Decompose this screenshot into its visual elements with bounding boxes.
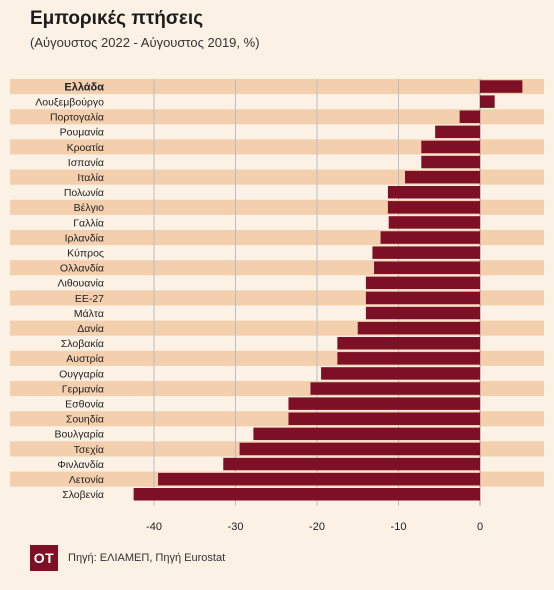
chart-title: Εμπορικές πτήσεις [30, 8, 204, 29]
bar [288, 397, 480, 410]
category-label: Ρουμανία [60, 127, 104, 139]
bar [421, 140, 480, 154]
x-tick-label: -40 [146, 521, 162, 533]
category-label: Λιθουανία [58, 278, 105, 290]
category-label: Αυστρία [66, 353, 104, 365]
bar [365, 276, 480, 290]
bar [480, 80, 523, 93]
bar [388, 216, 480, 229]
category-label: Πορτογαλία [50, 112, 104, 124]
bar [374, 261, 480, 274]
category-label: Εσθονία [65, 398, 104, 410]
row-band [10, 139, 544, 155]
bar [459, 110, 480, 123]
bar [435, 125, 480, 139]
category-label: Ισπανία [68, 157, 104, 169]
x-tick-label: -30 [228, 521, 244, 533]
bar [387, 201, 480, 214]
chart-subtitle: (Αύγουστος 2022 - Αύγουστος 2019, %) [30, 35, 260, 50]
bar [223, 457, 480, 471]
bar [380, 231, 480, 244]
category-label: Πολωνία [64, 187, 104, 199]
category-label: Τσεχία [74, 444, 104, 456]
category-label: Ουγγαρία [59, 368, 104, 380]
category-label: Βέλγιο [74, 202, 105, 214]
category-label: Δανία [77, 323, 104, 335]
bar [321, 367, 480, 380]
bar [365, 306, 480, 320]
bar [372, 246, 480, 259]
bar [239, 442, 480, 456]
category-label: ΕΕ-27 [75, 293, 104, 305]
category-label: Μάλτα [74, 308, 104, 320]
bar [158, 472, 480, 486]
x-tick-label: 0 [477, 521, 483, 533]
category-label: Κύπρος [67, 247, 104, 259]
x-axis-ticks: -40 -30 -20 -10 0 [146, 521, 483, 533]
bar [365, 291, 480, 305]
bar [357, 321, 480, 335]
bar [421, 155, 480, 169]
category-label: Ελλάδα [64, 81, 104, 93]
bar [310, 382, 480, 395]
source-note: Πηγή: ΕΛΙΑΜΕΠ, Πηγή Eurostat [68, 552, 226, 564]
bar [405, 170, 480, 184]
category-label: Γαλλία [73, 217, 104, 229]
category-label: Γερμανία [62, 383, 104, 395]
category-label: Ολλανδία [60, 263, 104, 275]
row-band [10, 109, 544, 125]
category-label: Βουλγαρία [54, 429, 104, 441]
category-label: Σλοβακία [61, 338, 104, 350]
bar [480, 95, 495, 108]
bar [133, 488, 480, 501]
category-label: Ιρλανδία [65, 232, 104, 244]
category-label: Κροατία [67, 142, 104, 154]
category-label: Ιταλία [77, 172, 104, 184]
category-labels: Ελλάδα Λουξεμβούργο Πορτογαλία Ρουμανία Κροα… [35, 81, 104, 501]
category-label: Φινλανδία [57, 459, 104, 471]
x-tick-label: -20 [309, 521, 325, 533]
category-label: Σουηδία [66, 414, 104, 426]
bar [337, 337, 480, 350]
category-label: Λουξεμβούργο [35, 96, 104, 108]
bar [387, 186, 480, 199]
x-tick-label: -10 [391, 521, 407, 533]
category-label: Λετονία [69, 474, 104, 486]
publisher-logo: OT [30, 545, 58, 571]
category-label: Σλοβενία [62, 489, 104, 501]
bars [133, 80, 523, 501]
bar [288, 412, 480, 425]
bar [253, 427, 480, 441]
row-band [10, 79, 544, 95]
bar-chart: Ελλάδα Λουξεμβούργο Πορτογαλία Ρουμανία Κροα… [10, 79, 544, 533]
bar [337, 352, 480, 365]
